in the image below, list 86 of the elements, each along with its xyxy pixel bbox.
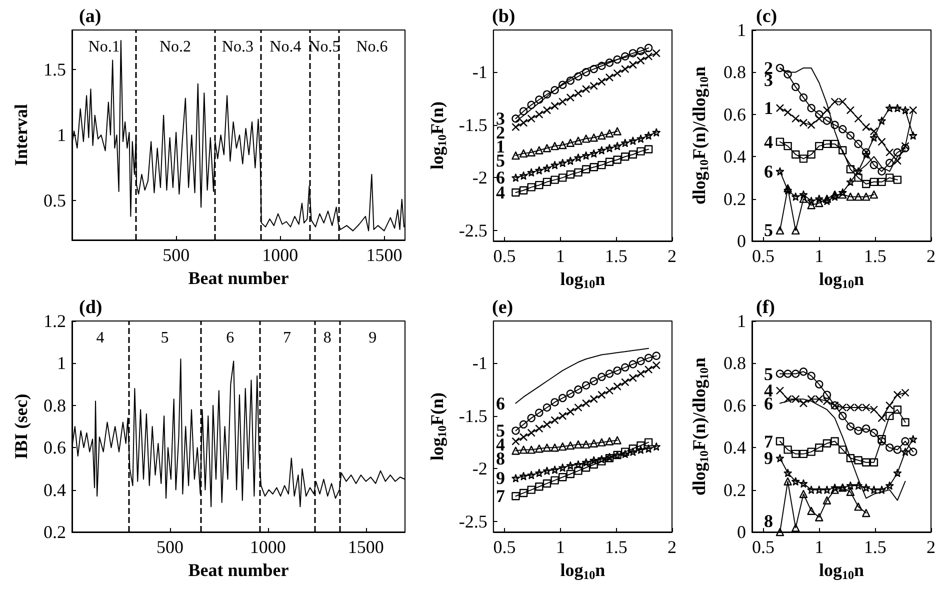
x-tick-label: 0.5 <box>493 537 516 557</box>
x-tick-label: 1 <box>556 537 565 557</box>
series-label: 5 <box>764 364 773 384</box>
x-tick-label: 1.5 <box>604 246 628 266</box>
y-tick-label: 0.2 <box>44 522 66 542</box>
x-tick-label: 1.5 <box>864 246 886 266</box>
chart-title: (f) <box>756 297 775 318</box>
series-label: 6 <box>496 393 505 414</box>
y-axis-title: IBI (sec) <box>11 394 31 460</box>
annotation: 6 <box>226 330 234 346</box>
series-label: 4 <box>764 132 773 152</box>
y-tick-label: 1.5 <box>44 59 66 80</box>
annotation: 9 <box>368 330 377 346</box>
x-tick-label: 2 <box>926 246 936 266</box>
y-tick-label: 1 <box>737 20 746 40</box>
chart-title: (d) <box>79 297 102 318</box>
y-tick-label: 0.2 <box>724 188 746 209</box>
y-axis-title: dlog10F(n)/dlog10n <box>689 357 711 496</box>
annotation: 4 <box>96 330 104 346</box>
chart-title: (b) <box>492 6 516 27</box>
x-tick-label: 0.5 <box>752 537 774 557</box>
x-tick-label: 500 <box>162 245 190 265</box>
y-tick-label: 0.5 <box>44 190 66 211</box>
chart-title: (a) <box>79 6 102 27</box>
annotation: No.3 <box>222 38 254 56</box>
y-tick-label: 0.8 <box>724 353 746 374</box>
y-tick-label: 1 <box>57 125 66 145</box>
y-tick-label: 0 <box>737 522 746 542</box>
x-tick-label: 2 <box>668 246 676 266</box>
x-tick-label: 1000 <box>250 537 286 557</box>
y-tick-label: -2.5 <box>458 511 488 532</box>
y-tick-label: -2.5 <box>458 220 488 240</box>
annotation: No.4 <box>270 38 302 56</box>
y-tick-label: 1 <box>57 353 66 374</box>
x-tick-label: 1 <box>814 537 824 557</box>
annotation: No.6 <box>356 38 388 56</box>
x-tick-label: 1 <box>556 246 565 266</box>
series-label: 6 <box>764 161 773 182</box>
y-tick-label: -2 <box>472 458 488 479</box>
annotation: 8 <box>323 330 332 346</box>
x-tick-label: 500 <box>156 537 184 557</box>
y-tick-label: 0.4 <box>44 480 66 500</box>
x-tick-label: 1.5 <box>864 537 886 557</box>
chart-title: (c) <box>756 6 778 27</box>
series-label: 8 <box>764 511 773 531</box>
x-tick-label: 2 <box>926 537 936 557</box>
y-tick-label: 0.4 <box>724 146 746 167</box>
y-tick-label: 1 <box>737 311 746 331</box>
series-label: 9 <box>496 468 505 488</box>
y-tick-label: -2 <box>472 168 488 188</box>
y-axis-title: log10F(n) <box>427 102 449 170</box>
x-tick-label: 1500 <box>348 537 384 557</box>
y-tick-label: 0 <box>737 231 746 251</box>
annotation: No.1 <box>88 38 120 56</box>
y-tick-label: -1 <box>472 62 488 82</box>
y-tick-label: -1.5 <box>458 114 488 135</box>
chart-title: (e) <box>492 297 514 318</box>
y-tick-label: 0.8 <box>44 395 66 416</box>
x-tick-label: 0.5 <box>493 246 516 266</box>
series-label: 1 <box>764 98 773 118</box>
y-axis-title: dlog10F(n)/dlog10n <box>689 66 711 205</box>
x-tick-label: 1 <box>814 246 824 266</box>
x-axis-title: Beat number <box>188 268 289 288</box>
annotation: 5 <box>160 330 169 346</box>
y-tick-label: -1 <box>472 353 488 374</box>
y-tick-label: 0.6 <box>44 438 66 458</box>
y-tick-label: 0.6 <box>724 395 746 416</box>
x-tick-label: 1000 <box>262 245 298 265</box>
y-tick-label: 0.8 <box>724 62 746 82</box>
x-tick-label: 1.5 <box>604 537 628 557</box>
annotation: No.2 <box>159 38 192 56</box>
y-tick-label: 0.6 <box>724 104 746 124</box>
y-tick-label: 1.2 <box>44 311 66 331</box>
annotation: 7 <box>282 330 291 346</box>
y-tick-label: 0.2 <box>724 480 746 500</box>
y-tick-label: 0.4 <box>724 438 746 458</box>
x-axis-title: Beat number <box>188 560 289 580</box>
y-axis-title: Interval <box>11 104 31 166</box>
y-axis-title: log10F(n) <box>427 392 449 461</box>
x-tick-label: 0.5 <box>752 246 774 266</box>
x-tick-label: 2 <box>668 537 676 557</box>
series-label: 6 <box>496 168 505 188</box>
y-tick-label: -1.5 <box>458 406 488 426</box>
series-label: 7 <box>496 486 505 506</box>
x-tick-label: 1500 <box>366 245 402 265</box>
series-label: 5 <box>764 220 773 240</box>
